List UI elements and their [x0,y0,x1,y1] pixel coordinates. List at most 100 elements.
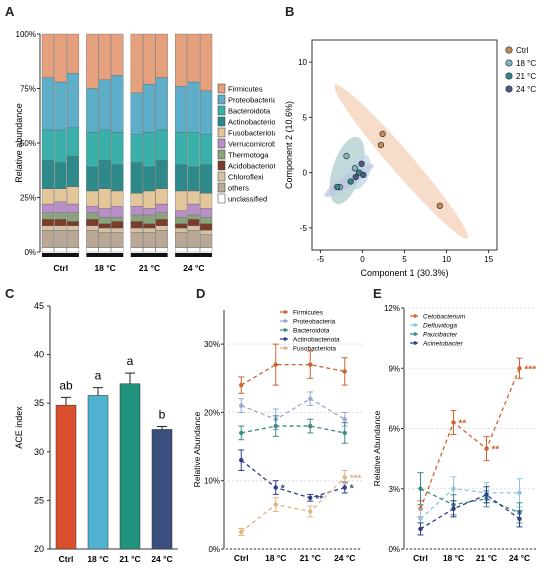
stack-segment [66,186,80,205]
x-tick-label: -5 [317,255,325,264]
stack-segment [54,81,67,131]
legend-marker [413,332,417,336]
stack-segment [86,88,99,133]
stack-segment [155,212,168,220]
x-tick-label: 24 °C [509,553,530,563]
stack-segment [54,219,67,226]
bar [119,383,141,550]
y-tick-label: 40 [34,350,44,360]
stack-segment [86,166,99,192]
stack-segment [130,227,143,233]
significance-marker: * [281,484,285,495]
stack-segment [41,203,55,213]
stack-segment [54,33,67,83]
stack-segment [111,216,124,222]
stack-segment [174,33,188,87]
data-point [418,486,423,491]
stack-segment [86,206,99,213]
y-tick-label: 6% [388,425,400,434]
stack-segment [199,223,213,231]
stack-segment [111,190,124,207]
legend-marker [505,59,513,67]
group-label: 18 °C [94,263,115,273]
series-line [240,459,345,499]
legend-swatch [217,116,226,127]
stack-segment [86,219,99,226]
data-point [308,423,313,429]
stack-segment [98,247,111,253]
stack-segment [54,212,67,220]
significance-letter: a [95,369,102,383]
group-bar [130,253,168,257]
stack-segment [41,230,55,248]
stack-segment [143,131,156,168]
y-tick-label: 5 [303,113,308,122]
stack-segment [111,232,124,248]
stack-segment [111,247,124,253]
y-tick-label: 10 [298,58,307,67]
stack-segment [199,234,213,248]
legend-swatch [217,182,226,193]
stack-segment [98,129,111,161]
stack-segment [155,219,168,226]
stack-segment [111,75,124,133]
stack-segment [187,166,200,192]
legend-label: 18 °C [516,59,536,68]
panel-label-d: D [196,286,206,301]
data-point [451,506,456,512]
data-point [451,420,456,425]
stack-segment [66,230,80,248]
stack-segment [199,216,213,224]
y-tick-label: 30% [204,340,220,349]
stack-segment [98,160,111,189]
stack-segment [155,225,168,231]
scatter-point [343,152,350,160]
stack-segment [98,227,111,233]
stack-segment [66,127,80,157]
stack-segment [187,219,200,226]
stack-segment [66,203,80,213]
stack-segment [187,247,200,253]
x-tick-label: 18 °C [87,554,108,564]
stack-segment [41,77,55,131]
y-tick-label: 25% [20,194,36,203]
x-tick-label: 21 °C [476,553,497,563]
stack-segment [187,230,200,248]
stack-segment [143,166,156,192]
y-tick-label: 20% [204,408,220,417]
legend-marker [505,85,513,93]
stack-segment [66,225,80,231]
stack-segment [155,129,168,161]
significance-marker: * [350,484,354,495]
stack-segment [98,223,111,229]
stack-segment [155,203,168,213]
significance-letter: b [159,408,166,422]
stack-segment [174,247,188,253]
y-tick-label: 0% [388,545,400,554]
stack-segment [187,214,200,220]
data-point [342,485,347,490]
series-line [240,363,345,386]
legend-marker [283,337,287,341]
significance-marker: ** [459,418,467,429]
stack-segment [54,247,67,253]
data-point [484,492,489,497]
x-tick-label: 15 [484,255,493,264]
stack-segment [86,131,99,168]
scatter-point [436,202,443,209]
stack-segment [98,232,111,248]
stack-segment [98,188,111,209]
y-tick-label: 0 [303,169,308,178]
series-line [241,398,346,420]
stack-segment [187,81,200,133]
y-axis-label: Relative Abundance [372,410,382,486]
legend-swatch [217,171,226,182]
legend-marker [283,310,287,314]
legend-marker [413,341,417,345]
data-point [273,502,278,507]
stack-segment [155,33,168,78]
scatter-point [377,141,385,149]
panel-label-b: B [285,4,295,19]
stack-segment [66,221,80,226]
confidence-ellipse [334,84,468,239]
